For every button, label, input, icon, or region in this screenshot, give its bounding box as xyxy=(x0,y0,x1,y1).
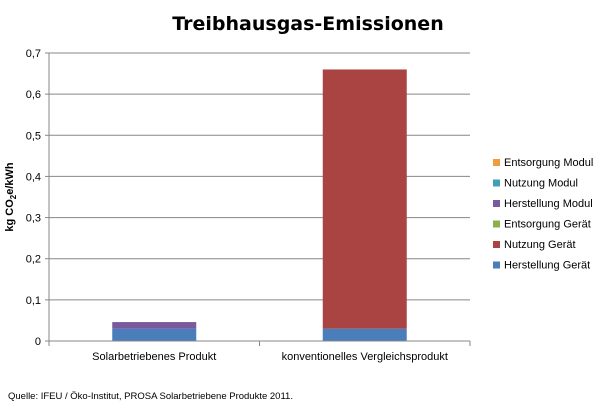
legend-label: Herstellung Gerät xyxy=(504,260,590,272)
y-tick-label: 0 xyxy=(35,336,41,348)
legend-swatch xyxy=(493,179,500,187)
legend-label: Entsorgung Gerät xyxy=(504,219,591,231)
chart-title: Treibhausgas-Emissionen xyxy=(172,13,443,35)
y-tick-label: 0,3 xyxy=(26,213,41,225)
legend: Entsorgung Modul Nutzung Modul Herstellung… xyxy=(493,157,593,272)
legend-swatch xyxy=(493,200,500,207)
bar-segment xyxy=(322,328,407,341)
bar-segment xyxy=(322,69,407,329)
grid xyxy=(49,52,470,301)
legend-swatch xyxy=(493,220,500,228)
y-tick-label: 0,7 xyxy=(26,48,41,60)
y-axis-label: kg CO2e/kWh xyxy=(4,162,18,232)
legend-swatch xyxy=(493,159,500,166)
legend-label: Nutzung Modul xyxy=(504,178,578,190)
bar-segment xyxy=(112,328,197,341)
source-note: Quelle: IFEU / Öko-Institut, PROSA Solar… xyxy=(8,391,293,402)
y-tick-label: 0,1 xyxy=(26,295,41,307)
legend-label: Nutzung Gerät xyxy=(504,239,576,251)
legend-swatch xyxy=(493,241,500,248)
x-tick-label: Solarbetriebenes Produkt xyxy=(92,351,216,363)
legend-label: Entsorgung Modul xyxy=(504,157,593,169)
bars xyxy=(112,69,407,341)
legend-label: Herstellung Modul xyxy=(504,198,593,210)
y-tick-label: 0,5 xyxy=(26,130,41,142)
y-tick-label: 0,6 xyxy=(26,89,41,101)
axes: 0 0,1 0,2 0,3 0,4 0,5 0,6 0,7 Solarbetriebenes P… xyxy=(26,48,471,363)
bar-segment xyxy=(112,322,197,329)
legend-swatch xyxy=(493,261,500,269)
x-tick-label: konventionelles Vergleichsprodukt xyxy=(282,351,448,363)
y-tick-label: 0,4 xyxy=(26,171,41,183)
y-tick-label: 0,2 xyxy=(26,254,41,266)
